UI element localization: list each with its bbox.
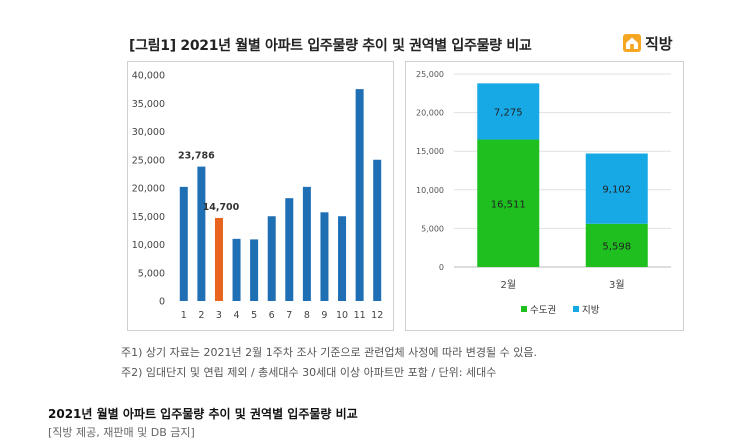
y-tick-label: 5,000 bbox=[421, 224, 444, 233]
data-label: 5,598 bbox=[602, 241, 631, 252]
y-tick-label: 20,000 bbox=[416, 109, 444, 118]
y-tick-label: 5,000 bbox=[138, 268, 165, 279]
brand-logo: 직방 bbox=[622, 32, 673, 54]
x-tick-label: 7 bbox=[286, 310, 292, 321]
x-tick-label: 2 bbox=[198, 310, 204, 321]
bar bbox=[285, 198, 294, 301]
bar bbox=[250, 239, 259, 301]
bar bbox=[338, 216, 347, 301]
bar bbox=[267, 216, 276, 301]
x-tick-label: 9 bbox=[321, 310, 327, 321]
stacked-bar-segment bbox=[585, 223, 648, 267]
image-credit: [직방 제공, 재판매 및 DB 금지] bbox=[48, 426, 195, 439]
bar bbox=[214, 217, 223, 301]
legend-label: 수도권 bbox=[530, 304, 556, 316]
footnote-2: 주2) 임대단지 및 연립 제외 / 총세대수 30세대 이상 아파트만 포함 … bbox=[121, 366, 497, 379]
y-tick-label: 25,000 bbox=[416, 70, 444, 79]
data-label: 9,102 bbox=[602, 185, 631, 196]
footnote-1: 주1) 상기 자료는 2021년 2월 1주차 조사 기준으로 관련업체 사정에… bbox=[121, 346, 537, 359]
monthly-chart-panel: 0 5,000 10,000 15,000 20,000 25,000 30,000 35,0… bbox=[127, 61, 394, 331]
y-tick-label: 40,000 bbox=[132, 71, 165, 82]
x-tick-label: 2월 bbox=[500, 279, 516, 291]
legend-swatch bbox=[573, 306, 579, 312]
x-tick-label: 3 bbox=[216, 310, 222, 321]
logo-text: 직방 bbox=[645, 34, 673, 53]
x-tick-label: 12 bbox=[371, 310, 383, 321]
x-tick-label: 8 bbox=[304, 310, 310, 321]
x-tick-label: 6 bbox=[269, 310, 275, 321]
y-tick-label: 10,000 bbox=[132, 240, 165, 251]
data-label: 14,700 bbox=[203, 202, 240, 213]
bar bbox=[179, 186, 188, 301]
y-tick-label: 10,000 bbox=[416, 186, 444, 195]
figure-title: [그림1] 2021년 월별 아파트 입주물량 추이 및 권역별 입주물량 비교 bbox=[129, 38, 532, 54]
regional-supply-chart: 0 5,000 10,000 15,000 20,000 25,000 16,511 7,27… bbox=[416, 70, 671, 316]
x-tick-label: 3월 bbox=[609, 279, 625, 291]
y-tick-label: 30,000 bbox=[132, 127, 165, 138]
y-tick-label: 35,000 bbox=[132, 99, 165, 110]
stacked-bar-segment bbox=[585, 153, 648, 224]
x-tick-label: 10 bbox=[336, 310, 348, 321]
bar bbox=[355, 89, 364, 301]
x-tick-label: 1 bbox=[181, 310, 187, 321]
x-tick-label: 4 bbox=[234, 310, 240, 321]
regional-chart-panel: 0 5,000 10,000 15,000 20,000 25,000 16,511 7,27… bbox=[405, 61, 684, 331]
bar bbox=[232, 238, 241, 301]
bar bbox=[302, 186, 311, 301]
y-tick-label: 20,000 bbox=[132, 184, 165, 195]
x-tick-label: 11 bbox=[354, 310, 366, 321]
y-tick-label: 0 bbox=[159, 297, 165, 308]
x-tick-label: 5 bbox=[251, 310, 257, 321]
y-tick-label: 0 bbox=[439, 263, 444, 272]
legend-label: 지방 bbox=[582, 305, 600, 316]
stacked-bar-segment bbox=[477, 139, 540, 267]
bar bbox=[197, 166, 206, 301]
data-label: 23,786 bbox=[178, 151, 215, 162]
y-tick-label: 15,000 bbox=[416, 147, 444, 156]
image-caption: 2021년 월별 아파트 입주물량 추이 및 권역별 입주물량 비교 bbox=[48, 407, 358, 421]
y-tick-label: 25,000 bbox=[132, 155, 165, 166]
y-tick-label: 15,000 bbox=[132, 212, 165, 223]
stacked-bar-segment bbox=[477, 83, 540, 140]
data-label: 7,275 bbox=[494, 107, 523, 118]
bar bbox=[320, 212, 329, 301]
monthly-supply-chart: 0 5,000 10,000 15,000 20,000 25,000 30,000 35,0… bbox=[132, 71, 384, 322]
home-house-icon bbox=[623, 34, 641, 52]
data-label: 16,511 bbox=[491, 199, 526, 210]
legend-swatch bbox=[521, 306, 527, 312]
bar bbox=[373, 159, 382, 301]
